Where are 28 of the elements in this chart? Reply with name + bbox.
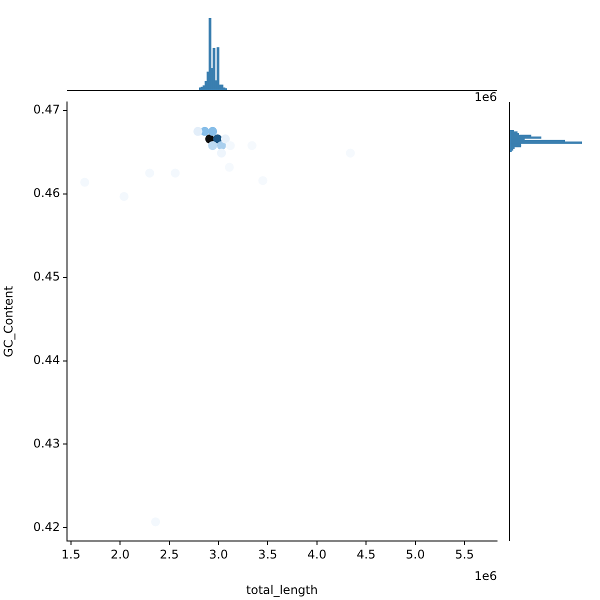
x-tick-label: 5.5 bbox=[454, 547, 474, 562]
annotation: 1e6 bbox=[474, 90, 497, 104]
y-tick-label: 0.44 bbox=[33, 352, 60, 367]
bar bbox=[216, 47, 220, 90]
x-tick-label: 3.5 bbox=[258, 547, 278, 562]
point bbox=[193, 126, 202, 136]
x-tick-label: 3.0 bbox=[208, 547, 228, 562]
y-tick-label: 0.42 bbox=[33, 520, 60, 534]
bar bbox=[208, 18, 212, 90]
y-axis-title: GC_Content bbox=[1, 286, 16, 358]
point bbox=[208, 126, 218, 136]
point bbox=[208, 141, 218, 150]
y-tick-label: 0.47 bbox=[33, 102, 60, 117]
point bbox=[226, 141, 235, 150]
bar bbox=[510, 142, 582, 144]
y-tick-label: 0.45 bbox=[33, 270, 60, 284]
x-axis-title: total_length bbox=[246, 582, 318, 597]
point bbox=[216, 148, 226, 158]
point bbox=[220, 134, 230, 144]
x-tick-label: 1.5 bbox=[61, 547, 80, 562]
y-tick-label: 0.46 bbox=[33, 186, 60, 200]
text: 1e6 bbox=[474, 569, 497, 584]
y-tick-label: 0.43 bbox=[33, 436, 60, 450]
x-tick-label: 2.0 bbox=[110, 547, 130, 562]
x-tick-label: 4.0 bbox=[307, 547, 326, 562]
x-tick-label: 4.5 bbox=[356, 547, 376, 562]
x-tick-label: 2.5 bbox=[160, 547, 179, 562]
x-tick-label: 5.0 bbox=[406, 547, 425, 562]
